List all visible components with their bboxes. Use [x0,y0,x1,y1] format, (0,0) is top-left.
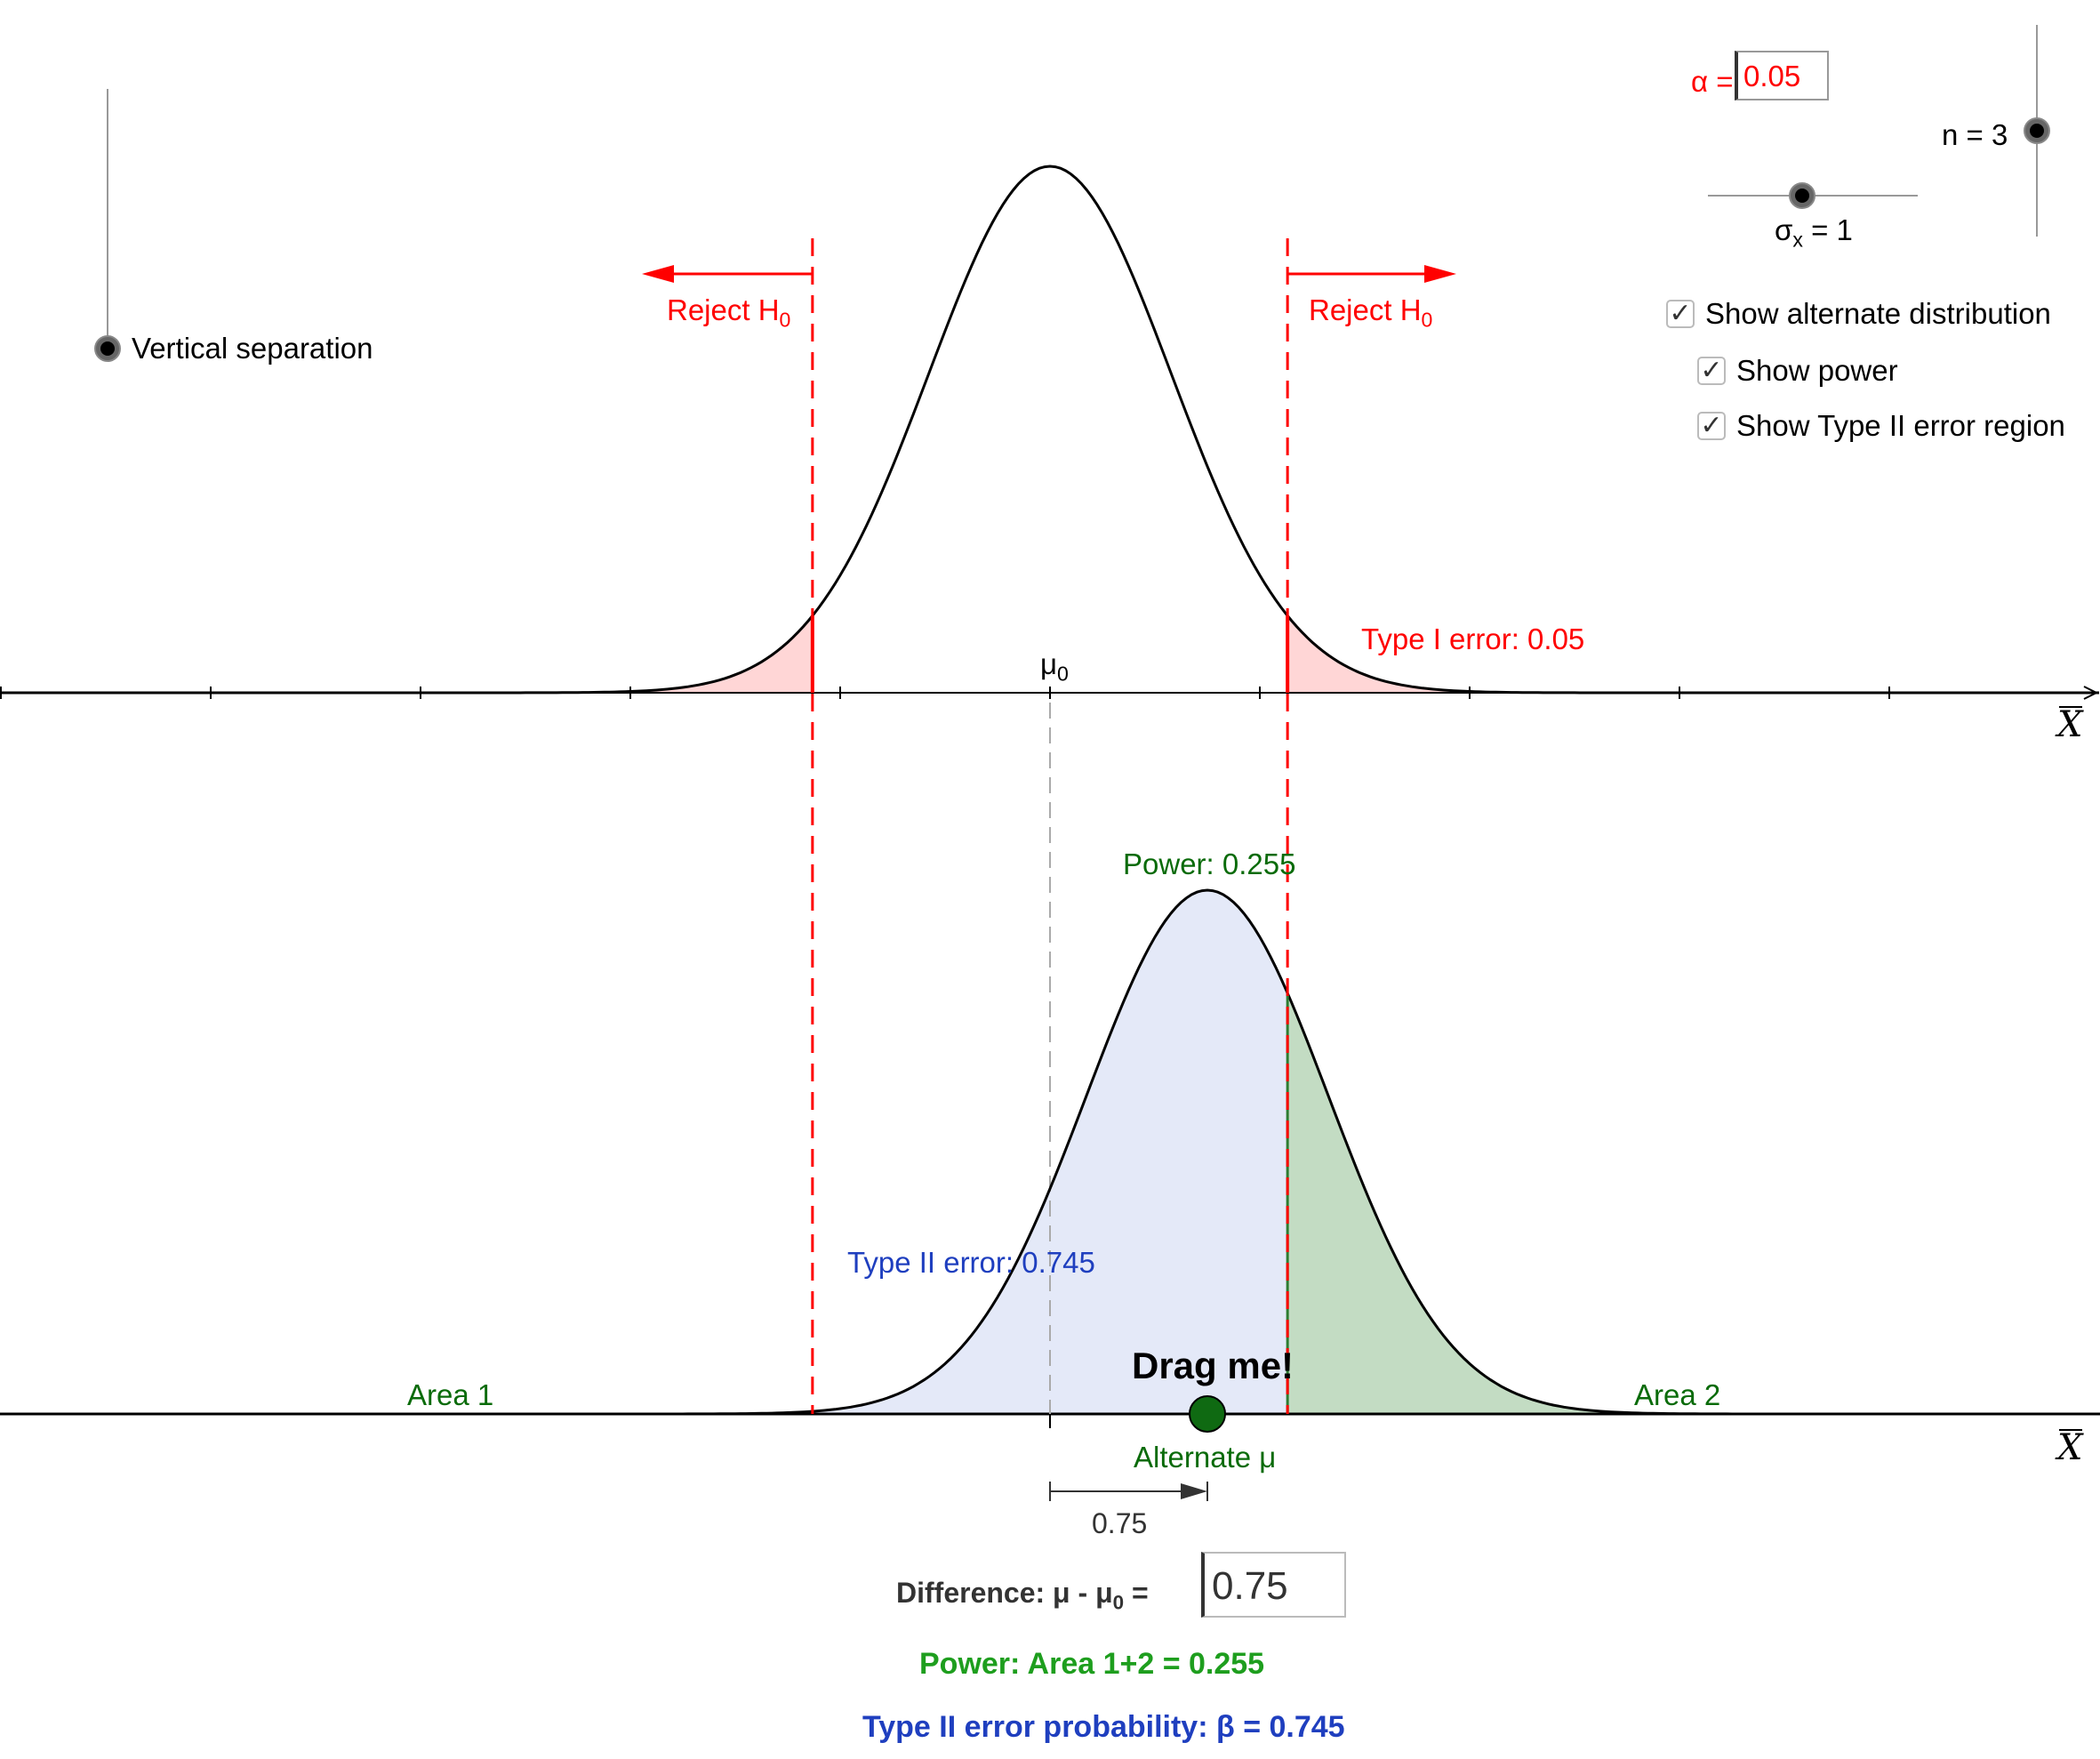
x-axis-label-top: X [2057,704,2083,745]
checkbox-label: Show alternate distribution [1705,297,2051,330]
alternate-mu-drag-handle[interactable] [1189,1395,1226,1433]
power-region [1287,992,2099,1414]
reject-right-arrow-head [1424,265,1456,283]
difference-arrow-value: 0.75 [1092,1507,1148,1539]
checkbox-box[interactable]: ✓ [1697,412,1726,440]
type1-region-right [1287,615,2099,693]
power-summary: Power: Area 1+2 = 0.255 [919,1647,1265,1681]
mu0-label: μ0 [1040,647,1069,686]
alternate-distribution-curve [1,888,2099,1416]
x-axis-label-bottom: X [2057,1427,2083,1468]
checkbox-box[interactable]: ✓ [1697,357,1726,385]
sigma-slider-label: σx = 1 [1775,213,1853,252]
drag-me-label: Drag me! [1132,1345,1294,1386]
difference-input[interactable]: 0.75 [1201,1552,1346,1618]
vertical-separation-label: Vertical separation [132,332,373,365]
difference-arrow-head [1181,1483,1207,1499]
alternate-mu-label: Alternate μ [1134,1441,1277,1474]
reject-left-arrow-head [642,265,674,283]
area2-label: Area 2 [1634,1378,1721,1411]
type2-region [812,890,1288,1414]
show-alternate-checkbox[interactable]: ✓ Show alternate distribution [1666,297,2051,331]
show-type2-checkbox[interactable]: ✓ Show Type II error region [1697,409,2065,443]
type1-region-left [1,615,813,693]
alpha-label: α = [1691,65,1734,98]
n-slider-handle[interactable] [2030,124,2044,138]
checkbox-box[interactable]: ✓ [1666,300,1695,328]
null-distribution-curve [1,165,2099,695]
area1-label: Area 1 [407,1378,494,1411]
n-slider-label: n = 3 [1942,118,2008,151]
checkbox-label: Show power [1736,354,1898,387]
check-icon: ✓ [1700,411,1723,440]
check-icon: ✓ [1700,356,1723,385]
alpha-input[interactable]: 0.05 [1735,51,1829,100]
sigma-slider-handle[interactable] [1795,189,1809,203]
checkbox-label: Show Type II error region [1736,409,2065,442]
beta-summary: Type II error probability: β = 0.745 [862,1710,1345,1744]
power-label: Power: 0.255 [1123,847,1296,880]
vertical-separation-handle[interactable] [100,341,115,356]
difference-value: 0.75 [1212,1564,1288,1608]
alpha-value: 0.05 [1743,60,1801,92]
type1-error-label: Type I error: 0.05 [1361,622,1585,655]
difference-label: Difference: μ - μ0 = [896,1577,1149,1614]
show-power-checkbox[interactable]: ✓ Show power [1697,354,1898,388]
reject-h0-left-label: Reject H0 [667,293,791,332]
type2-error-label: Type II error: 0.745 [847,1246,1095,1279]
check-icon: ✓ [1669,299,1692,328]
reject-h0-right-label: Reject H0 [1309,293,1433,332]
